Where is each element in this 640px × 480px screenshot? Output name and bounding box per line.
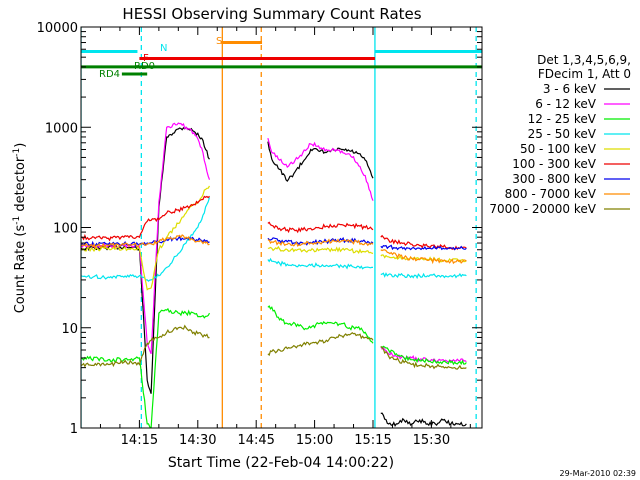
x-axis-label: Start Time (22-Feb-04 14:00:22) bbox=[168, 455, 394, 471]
series-line-8 bbox=[81, 324, 467, 370]
series-layer bbox=[81, 122, 467, 428]
series-line-5 bbox=[81, 195, 467, 251]
legend-label-6: 300 - 800 keV bbox=[512, 172, 596, 186]
y-label-main: Count Rate (s bbox=[13, 225, 28, 314]
flag-label-s: S bbox=[216, 36, 222, 47]
y-label-sup: -1 bbox=[12, 216, 22, 225]
x-tick-label-4: 15:15 bbox=[354, 433, 391, 448]
y-tick-label-1: 10 bbox=[61, 322, 78, 337]
y-label-sup2: -1 bbox=[12, 148, 22, 157]
flag-bars bbox=[81, 41, 482, 76]
vertical-markers bbox=[81, 27, 477, 428]
y-label-end: ) bbox=[13, 143, 28, 148]
legend-label-4: 50 - 100 keV bbox=[520, 142, 597, 156]
axis-ticks: 14:15 14:30 14:45 15:00 15:15 15:30 1 10 100 1000… bbox=[37, 21, 482, 448]
x-tick-label-1: 14:30 bbox=[179, 433, 216, 448]
x-tick-label-0: 14:15 bbox=[121, 433, 158, 448]
y-axis-label: Count Rate (s-1 detector-1) bbox=[12, 143, 28, 314]
y-tick-label-2: 100 bbox=[53, 222, 78, 237]
chart-title: HESSI Observing Summary Count Rates bbox=[122, 5, 421, 23]
legend-header-1: Det 1,3,4,5,6,9, bbox=[537, 53, 631, 67]
y-label-mid: detector bbox=[13, 156, 28, 216]
x-tick-label-5: 15:30 bbox=[413, 433, 450, 448]
y-tick-label-0: 1 bbox=[70, 422, 78, 437]
y-tick-label-3: 1000 bbox=[45, 121, 78, 136]
legend-label-5: 100 - 300 keV bbox=[512, 157, 596, 171]
legend: Det 1,3,4,5,6,9, FDecim 1, Att 0 3 - 6 k… bbox=[489, 53, 631, 216]
flag-label-rd4: RD4 bbox=[99, 69, 120, 80]
flag-label-rd0: RD0 bbox=[134, 61, 155, 72]
legend-label-8: 7000 - 20000 keV bbox=[489, 202, 596, 216]
legend-label-3: 25 - 50 keV bbox=[528, 127, 597, 141]
legend-label-1: 6 - 12 keV bbox=[535, 97, 597, 111]
timestamp: 29-Mar-2010 02:39 bbox=[560, 469, 637, 478]
x-tick-label-2: 14:45 bbox=[237, 433, 274, 448]
x-tick-label-3: 15:00 bbox=[296, 433, 333, 448]
legend-label-7: 800 - 7000 keV bbox=[505, 187, 597, 201]
flag-label-f: F bbox=[143, 53, 149, 64]
flag-label-n: N bbox=[160, 43, 167, 54]
series-line-7 bbox=[81, 234, 467, 265]
series-line-2 bbox=[81, 305, 467, 428]
legend-label-0: 3 - 6 keV bbox=[543, 82, 597, 96]
legend-header-2: FDecim 1, Att 0 bbox=[538, 67, 631, 81]
y-tick-label-4: 10000 bbox=[37, 21, 78, 36]
legend-label-2: 12 - 25 keV bbox=[528, 112, 597, 126]
